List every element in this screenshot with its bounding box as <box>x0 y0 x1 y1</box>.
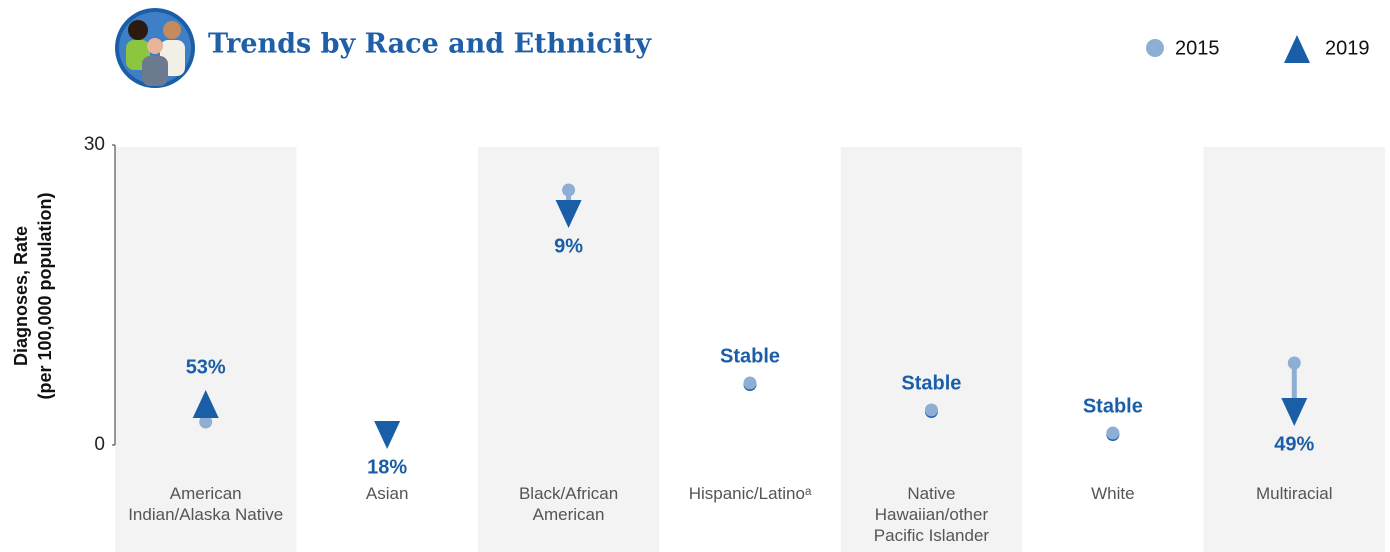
x-tick-label: American Indian/Alaska Native <box>128 484 284 524</box>
x-tick-label: Multiracial <box>1256 484 1333 503</box>
legend-marker <box>1284 35 1310 63</box>
marker-2015 <box>562 183 576 197</box>
chart-title: Trends by Race and Ethnicity <box>208 29 652 60</box>
title-icon <box>115 8 195 88</box>
band <box>840 147 1023 552</box>
y-tick-label: 30 <box>84 134 105 155</box>
band <box>1203 147 1385 552</box>
y-axis-label-line: Diagnoses, Rate <box>11 225 31 367</box>
change-label: Stable <box>901 372 961 394</box>
x-tick-label: Asian <box>365 484 409 503</box>
y-axis-label-line: (per 100,000 population) <box>35 192 55 400</box>
x-tick-label: Black/African American <box>518 484 619 524</box>
band <box>115 147 297 552</box>
legend-label: 2015 <box>1175 37 1220 59</box>
change-label: 18% <box>367 456 407 478</box>
legend-label: 2019 <box>1325 37 1370 59</box>
change-label: 49% <box>1274 433 1314 455</box>
x-tick-label: White <box>1091 484 1135 503</box>
bands <box>115 147 1385 552</box>
x-tick-label: Hispanic/Latinoᵃ <box>688 484 812 503</box>
change-label: Stable <box>720 345 780 367</box>
change-label: Stable <box>1083 395 1143 417</box>
x-tick-label: Native Hawaiian/other Pacific Islander <box>873 484 990 545</box>
marker-2019 <box>374 421 401 449</box>
marker-2015 <box>199 415 213 429</box>
marker-2015 <box>1106 426 1120 440</box>
change-label: 9% <box>554 235 583 257</box>
y-tick-label: 0 <box>94 434 105 455</box>
y-axis-label: Diagnoses, Rate (per 100,000 population) <box>9 192 57 399</box>
marker-2019 <box>555 200 582 228</box>
marker-2019 <box>192 390 219 418</box>
marker-2019 <box>1281 398 1308 426</box>
marker-2015 <box>1287 356 1301 370</box>
legend-marker <box>1146 39 1164 57</box>
marker-2015 <box>743 376 757 390</box>
marker-2015 <box>924 403 938 417</box>
change-label: 53% <box>186 356 226 378</box>
